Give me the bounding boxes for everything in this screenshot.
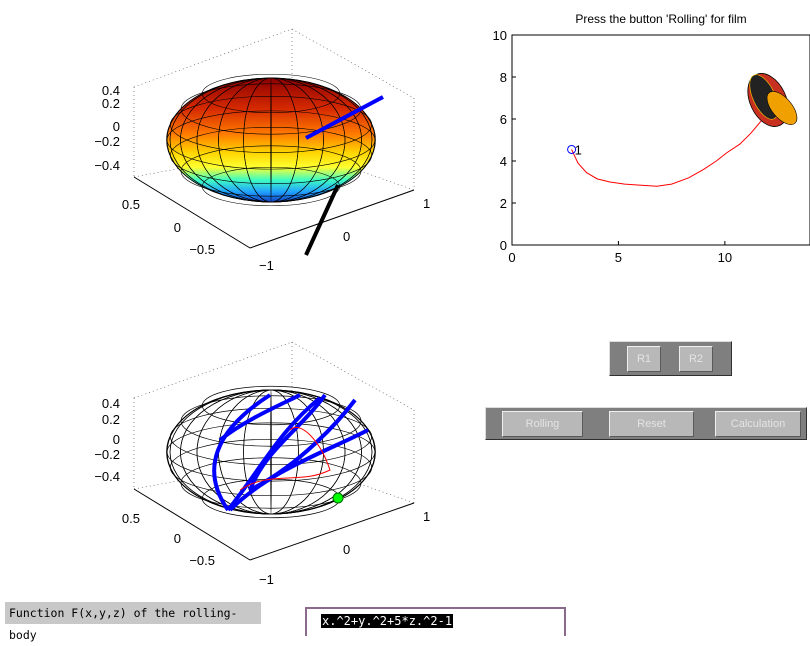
ellipsoid-surface-plot: 0.4 0.2 0 −0.2 −0.4 0.5 0 −0.5 1 0 −1	[94, 28, 430, 273]
y-tick-label: 2	[500, 196, 507, 211]
z-tick-label: −0.2	[94, 134, 120, 149]
start-marker-label: 1	[575, 142, 582, 157]
latitude-gridline	[169, 438, 373, 497]
y-tick-label: 8	[500, 70, 507, 85]
function-label: Function F(x,y,z) of the rolling-body	[5, 602, 261, 642]
z-tick-label: −0.4	[94, 158, 120, 173]
start-marker	[567, 144, 577, 154]
path-on-body	[239, 427, 331, 491]
rolling-body-icon	[747, 73, 798, 127]
x-tick-label: 0	[174, 220, 181, 235]
contact-point-marker	[332, 492, 344, 504]
trajectory-chart: Press the button 'Rolling' for film 0 2 4 6…	[493, 12, 810, 265]
y-tick-label: 0	[500, 238, 507, 253]
latitude-gridline	[170, 96, 372, 153]
x-tick-label: −0.5	[189, 242, 215, 257]
x-tick-label: 0	[174, 531, 181, 546]
r1-button[interactable]: R1	[627, 346, 661, 372]
z-tick-label: 0.4	[102, 83, 120, 98]
z-tick-label: 0	[113, 432, 120, 447]
z-tick-label: 0	[113, 119, 120, 134]
control-button-panel: Rolling Reset Calculation	[485, 407, 807, 440]
x-tick-label: 0.5	[122, 511, 140, 526]
path-series-line	[571, 101, 771, 187]
x-tick-label: 5	[615, 250, 622, 265]
latitude-gridline	[170, 127, 372, 184]
plot-area	[511, 34, 810, 246]
y-tick-label: −1	[259, 258, 274, 273]
r-button-panel: R1 R2	[609, 341, 732, 376]
r2-button[interactable]: R2	[679, 346, 713, 372]
z-tick-label: −0.4	[94, 469, 120, 484]
z-tick-label: 0.4	[102, 396, 120, 411]
z-tick-label: −0.2	[94, 447, 120, 462]
x-tick-label: −0.5	[189, 553, 215, 568]
rolling-curve	[212, 393, 369, 512]
z-tick-label: 0.2	[102, 96, 120, 111]
y-tick-label: 10	[493, 28, 507, 43]
x-tick-label: 0	[508, 250, 515, 265]
y-tick-label: 6	[500, 112, 507, 127]
rolling-button[interactable]: Rolling	[502, 411, 583, 437]
longitude-gridline	[169, 389, 373, 515]
y-tick-label: 0	[343, 229, 350, 244]
calculation-button[interactable]: Calculation	[715, 411, 801, 437]
y-tick-label: 4	[500, 154, 507, 169]
latitude-gridline	[166, 110, 376, 170]
function-input-value[interactable]: x.^2+y.^2+5*z.^2-1	[321, 614, 454, 628]
ellipsoid-wireframe-plot: 0.4 0.2 0 −0.2 −0.4 0.5 0 −0.5 1 0 −1	[94, 341, 430, 587]
longitude-gridline	[169, 77, 373, 203]
chart-title: Press the button 'Rolling' for film	[575, 12, 746, 26]
function-input[interactable]: x.^2+y.^2+5*z.^2-1	[305, 607, 566, 636]
y-tick-label: 1	[423, 196, 430, 211]
y-tick-label: 1	[423, 509, 430, 524]
reset-button[interactable]: Reset	[609, 411, 694, 437]
x-tick-label: 10	[718, 250, 732, 265]
latitude-gridline	[180, 145, 362, 197]
y-tick-label: −1	[259, 572, 274, 587]
z-tick-label: 0.2	[102, 412, 120, 427]
latitude-gridline	[166, 422, 376, 482]
y-tick-label: 0	[343, 542, 350, 557]
x-tick-label: 0.5	[122, 197, 140, 212]
